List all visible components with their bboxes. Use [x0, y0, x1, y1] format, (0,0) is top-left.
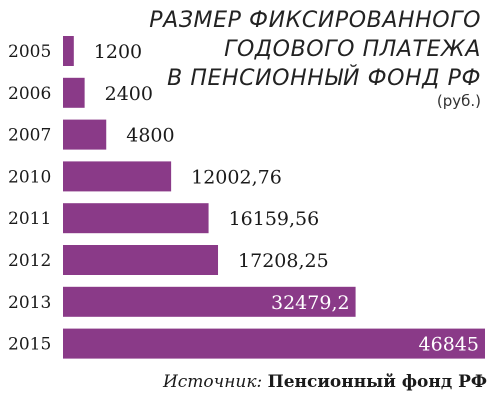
- value-label-2010: 12002,76: [191, 166, 282, 188]
- category-label-2010: 2010: [8, 167, 51, 187]
- value-label-2006: 2400: [105, 83, 153, 105]
- category-label-2011: 2011: [8, 209, 51, 229]
- source-note: Источник: Пенсионный фонд РФ: [163, 372, 487, 392]
- bar-2011: [63, 203, 209, 234]
- bar-2010: [63, 161, 172, 192]
- value-label-2015: 46845: [419, 334, 479, 356]
- chart-title: РАЗМЕР ФИКСИРОВАННОГО ГОДОВОГО ПЛАТЕЖА В…: [149, 6, 481, 93]
- bar-2006: [63, 77, 85, 108]
- bar-2007: [63, 119, 107, 150]
- value-label-2013: 32479,2: [271, 292, 350, 314]
- value-label-2012: 17208,25: [238, 250, 329, 272]
- category-label-2007: 2007: [8, 126, 51, 146]
- chart-title-line-3: В ПЕНСИОННЫЙ ФОНД РФ: [167, 66, 481, 91]
- unit-label: (руб.): [436, 92, 481, 110]
- category-label-2013: 2013: [8, 293, 51, 313]
- bar-2012: [63, 245, 219, 275]
- category-label-2012: 2012: [8, 251, 51, 271]
- chart-title-line-1: РАЗМЕР ФИКСИРОВАННОГО: [149, 8, 481, 33]
- chart-title-line-2: ГОДОВОГО ПЛАТЕЖА: [224, 37, 481, 62]
- value-label-2005: 1200: [94, 41, 142, 63]
- category-label-2015: 2015: [8, 335, 51, 355]
- category-label-2006: 2006: [8, 84, 51, 104]
- bar-2005: [63, 36, 74, 66]
- bar-2013: [63, 286, 356, 317]
- category-label-2005: 2005: [8, 42, 51, 62]
- bar-2015: [63, 328, 485, 359]
- source-label: Источник:: [162, 372, 263, 392]
- source-value: Пенсионный фонд РФ: [267, 372, 487, 392]
- value-label-2011: 16159,56: [229, 208, 320, 230]
- value-label-2007: 4800: [126, 125, 174, 147]
